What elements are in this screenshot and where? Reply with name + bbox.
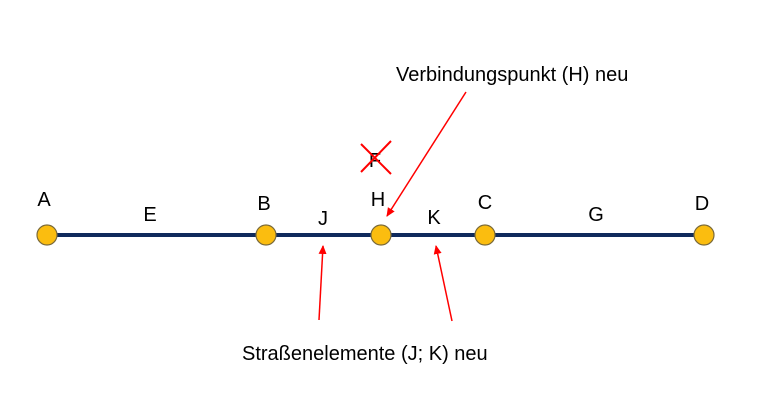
- cross-out-mark: [360, 140, 392, 175]
- edge-label-k: K: [427, 207, 441, 229]
- road-elements-annotation: Straßenelemente (J; K) neu: [242, 343, 488, 365]
- node-c: [474, 224, 496, 246]
- arrow-to-segment-k: [433, 245, 453, 322]
- node-d: [693, 224, 715, 246]
- node-label-c: C: [478, 192, 492, 214]
- node-label-d: D: [695, 193, 709, 215]
- connection-point-annotation: Verbindungspunkt (H) neu: [396, 64, 628, 86]
- node-label-h: H: [371, 189, 385, 211]
- node-a: [36, 224, 58, 246]
- arrow-to-segment-j: [318, 245, 327, 321]
- node-label-a: A: [37, 189, 51, 211]
- edge-label-g: G: [588, 204, 604, 226]
- edge-label-j: J: [318, 208, 328, 230]
- node-b: [255, 224, 277, 246]
- node-label-b: B: [257, 193, 270, 215]
- arrow-to-node-h: [386, 91, 467, 217]
- node-h: [370, 224, 392, 246]
- edge-label-e: E: [143, 204, 156, 226]
